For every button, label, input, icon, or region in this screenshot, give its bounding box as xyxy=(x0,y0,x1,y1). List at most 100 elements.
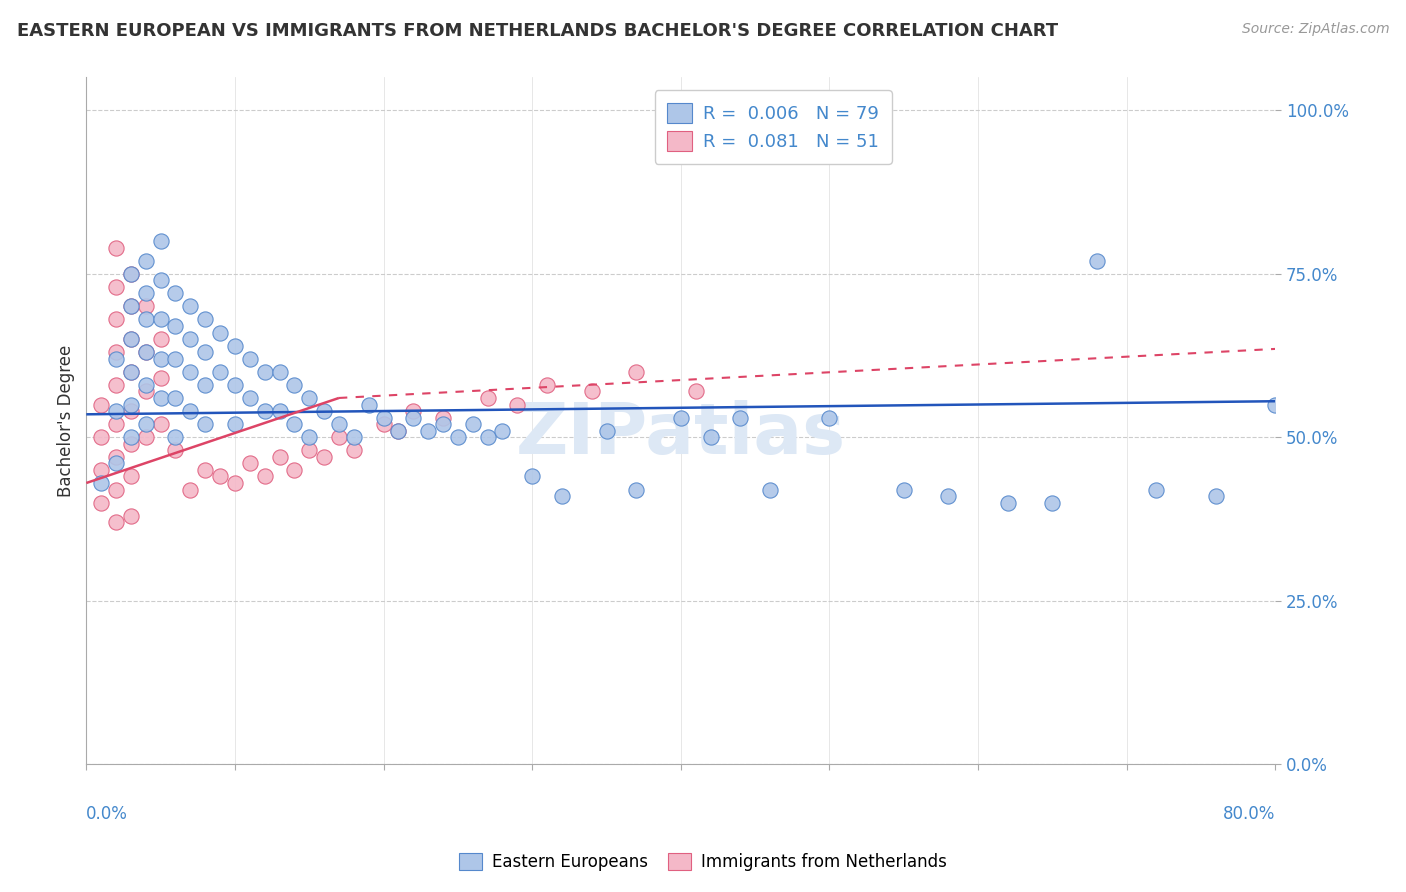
Point xyxy=(90,463,112,477)
Point xyxy=(105,279,128,293)
Point xyxy=(105,345,128,359)
Point xyxy=(239,391,262,405)
Point xyxy=(120,508,142,523)
Point xyxy=(105,515,128,529)
Point xyxy=(759,483,782,497)
Point xyxy=(477,391,499,405)
Point xyxy=(135,430,157,444)
Point xyxy=(179,483,201,497)
Point xyxy=(997,495,1019,509)
Point xyxy=(1042,495,1064,509)
Point xyxy=(194,345,217,359)
Point xyxy=(120,299,142,313)
Point xyxy=(253,404,276,418)
Point xyxy=(581,384,603,399)
Point xyxy=(1146,483,1168,497)
Point xyxy=(165,286,187,301)
Point xyxy=(224,417,246,431)
Point xyxy=(418,424,440,438)
Point xyxy=(194,377,217,392)
Point xyxy=(491,424,513,438)
Point xyxy=(239,351,262,366)
Point xyxy=(120,299,142,313)
Point xyxy=(105,377,128,392)
Point xyxy=(283,377,305,392)
Point xyxy=(432,410,454,425)
Point xyxy=(105,483,128,497)
Point xyxy=(90,430,112,444)
Point xyxy=(357,397,380,411)
Point xyxy=(239,456,262,470)
Point xyxy=(224,338,246,352)
Point xyxy=(699,430,721,444)
Point xyxy=(432,417,454,431)
Point xyxy=(730,410,752,425)
Text: Source: ZipAtlas.com: Source: ZipAtlas.com xyxy=(1241,22,1389,37)
Y-axis label: Bachelor's Degree: Bachelor's Degree xyxy=(58,344,75,497)
Point xyxy=(314,450,336,464)
Point xyxy=(179,332,201,346)
Point xyxy=(373,417,395,431)
Point xyxy=(685,384,707,399)
Point xyxy=(669,410,692,425)
Point xyxy=(105,351,128,366)
Point xyxy=(120,404,142,418)
Text: ZIPatlas: ZIPatlas xyxy=(516,401,846,469)
Point xyxy=(269,404,291,418)
Point xyxy=(149,351,172,366)
Point xyxy=(90,475,112,490)
Point xyxy=(551,489,574,503)
Point xyxy=(298,443,321,458)
Point xyxy=(328,430,350,444)
Point xyxy=(253,365,276,379)
Point xyxy=(179,299,201,313)
Point xyxy=(402,410,425,425)
Point xyxy=(298,391,321,405)
Point xyxy=(105,404,128,418)
Point xyxy=(165,318,187,333)
Point xyxy=(105,240,128,254)
Point xyxy=(1205,489,1227,503)
Point xyxy=(135,286,157,301)
Point xyxy=(253,469,276,483)
Point xyxy=(120,332,142,346)
Point xyxy=(522,469,544,483)
Text: 80.0%: 80.0% xyxy=(1223,805,1275,823)
Point xyxy=(477,430,499,444)
Point xyxy=(1264,397,1286,411)
Text: EASTERN EUROPEAN VS IMMIGRANTS FROM NETHERLANDS BACHELOR'S DEGREE CORRELATION CH: EASTERN EUROPEAN VS IMMIGRANTS FROM NETH… xyxy=(17,22,1057,40)
Point xyxy=(314,404,336,418)
Point xyxy=(626,483,648,497)
Point xyxy=(149,417,172,431)
Point xyxy=(179,404,201,418)
Point xyxy=(120,267,142,281)
Point xyxy=(818,410,841,425)
Point xyxy=(120,365,142,379)
Point xyxy=(893,483,915,497)
Point xyxy=(595,424,617,438)
Point xyxy=(194,463,217,477)
Point xyxy=(387,424,409,438)
Point xyxy=(105,450,128,464)
Point xyxy=(149,332,172,346)
Point xyxy=(135,312,157,326)
Point xyxy=(194,417,217,431)
Point xyxy=(343,430,366,444)
Point xyxy=(224,377,246,392)
Point xyxy=(387,424,409,438)
Point xyxy=(120,430,142,444)
Point xyxy=(165,430,187,444)
Point xyxy=(343,443,366,458)
Point xyxy=(105,456,128,470)
Point xyxy=(209,365,232,379)
Point xyxy=(135,345,157,359)
Point xyxy=(149,371,172,385)
Point xyxy=(90,495,112,509)
Point xyxy=(461,417,484,431)
Point xyxy=(283,417,305,431)
Point xyxy=(209,326,232,340)
Point xyxy=(120,365,142,379)
Text: 0.0%: 0.0% xyxy=(86,805,128,823)
Point xyxy=(165,351,187,366)
Point xyxy=(120,332,142,346)
